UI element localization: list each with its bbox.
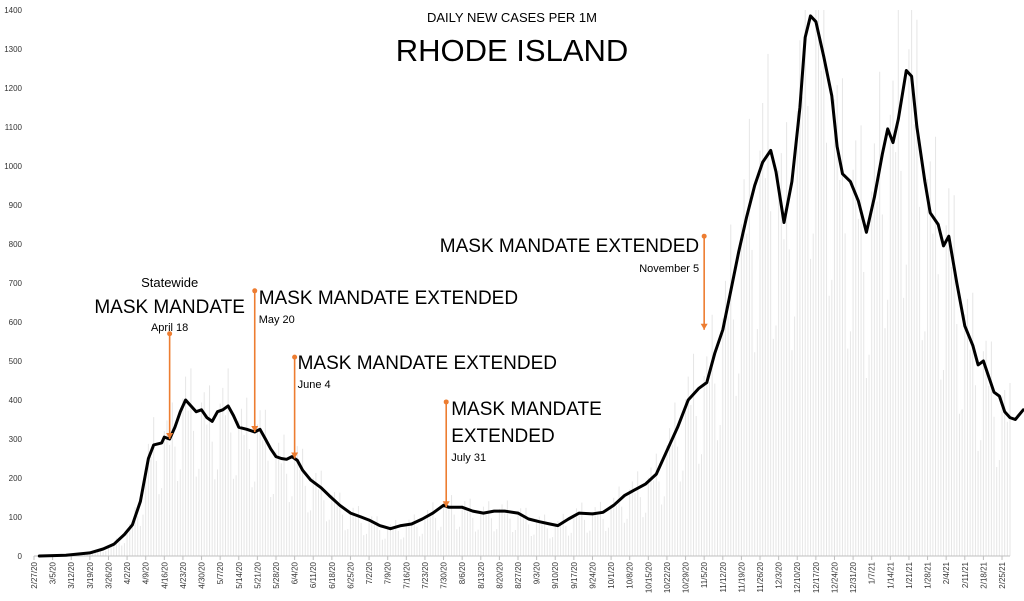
x-tick-label: 7/23/20: [421, 561, 430, 588]
x-tick-label: 6/25/20: [346, 561, 355, 588]
y-tick-label: 800: [9, 240, 23, 249]
x-tick-label: 11/26/20: [756, 561, 765, 592]
daily-bars-background: [41, 10, 1011, 556]
x-tick-label: 3/12/20: [67, 561, 76, 588]
annotation-dot: [252, 288, 258, 294]
x-axis: 2/27/20 3/5/20 3/12/20 3/19/20 3/26/20 4/2/20…: [30, 555, 1010, 593]
x-tick-label: 6/11/20: [309, 561, 318, 588]
x-tick-label: 7/30/20: [440, 561, 449, 588]
annotation-prefix: Statewide: [141, 275, 198, 290]
x-tick-label: 4/30/20: [198, 561, 207, 588]
x-tick-label: 6/18/20: [328, 561, 337, 588]
y-tick-label: 500: [9, 357, 23, 366]
x-tick-label: 2/4/21: [942, 561, 951, 584]
x-tick-label: 2/11/21: [961, 561, 970, 588]
cases-line: [37, 14, 1024, 558]
annotation-arrowhead: [251, 425, 259, 432]
x-tick-label: 3/19/20: [86, 561, 95, 588]
x-tick-label: 7/16/20: [402, 561, 411, 588]
x-tick-label: 2/18/21: [979, 561, 988, 588]
x-tick-label: 7/2/20: [365, 561, 374, 584]
x-tick-label: 12/17/20: [812, 561, 821, 593]
y-tick-label: 300: [9, 435, 23, 444]
series-line: [37, 14, 1024, 558]
annotation-arrowhead: [442, 501, 450, 508]
y-tick-label: 400: [9, 396, 23, 405]
x-tick-label: 10/15/20: [644, 561, 653, 593]
y-tick-label: 1100: [5, 123, 23, 132]
annotation-date: July 31: [451, 452, 486, 464]
annotation-date: April 18: [151, 322, 188, 334]
annotation-arrowhead: [166, 433, 174, 439]
y-tick-label: 900: [9, 201, 23, 210]
x-tick-label: 4/16/20: [160, 561, 169, 588]
x-tick-label: 5/28/20: [272, 561, 281, 588]
x-tick-label: 9/10/20: [551, 561, 560, 588]
y-tick-label: 1400: [4, 6, 22, 15]
x-tick-label: 11/19/20: [737, 561, 746, 592]
x-tick-label: 4/2/20: [123, 561, 132, 584]
x-tick-label: 3/26/20: [104, 561, 113, 588]
x-tick-label: 4/23/20: [179, 561, 188, 588]
annotation-arrowhead: [700, 323, 708, 330]
x-tick-label: 12/10/20: [793, 561, 802, 593]
annotation-dot: [701, 233, 707, 239]
x-tick-label: 10/29/20: [682, 561, 691, 593]
x-tick-label: 12/3/20: [775, 561, 784, 588]
x-tick-label: 2/27/20: [30, 561, 39, 588]
y-tick-label: 1200: [4, 84, 22, 93]
annotation-dot: [167, 331, 173, 337]
x-tick-label: 2/25/21: [998, 561, 1007, 588]
y-tick-label: 700: [9, 279, 23, 288]
y-tick-label: 0: [18, 552, 23, 561]
x-tick-label: 10/22/20: [663, 561, 672, 593]
annotation-date: June 4: [298, 379, 331, 391]
x-tick-label: 9/24/20: [588, 561, 597, 588]
x-tick-label: 12/24/20: [830, 561, 839, 593]
annotation-label: MASK MANDATE: [451, 399, 602, 420]
x-tick-label: 3/5/20: [49, 561, 58, 584]
y-tick-label: 1300: [4, 45, 22, 54]
annotations: Statewide MASK MANDATE April 18 MASK MANDAT…: [94, 233, 708, 508]
x-tick-label: 10/1/20: [607, 561, 616, 588]
x-tick-label: 8/27/20: [514, 561, 523, 588]
y-tick-label: 100: [9, 513, 23, 522]
x-tick-label: 1/7/21: [868, 561, 877, 584]
x-tick-label: 12/31/20: [849, 561, 858, 593]
x-tick-label: 11/5/20: [700, 561, 709, 588]
chart-title: RHODE ISLAND: [396, 33, 629, 68]
annotation-dot: [443, 399, 449, 405]
annotation-label: MASK MANDATE EXTENDED: [440, 236, 699, 257]
x-tick-label: 10/8/20: [626, 561, 635, 588]
chart-subtitle: DAILY NEW CASES PER 1M: [427, 10, 597, 25]
x-tick-label: 5/14/20: [235, 561, 244, 588]
x-tick-label: 5/7/20: [216, 561, 225, 584]
x-tick-label: 5/21/20: [253, 561, 262, 588]
x-tick-label: 9/17/20: [570, 561, 579, 588]
x-tick-label: 8/6/20: [458, 561, 467, 584]
x-tick-label: 1/21/21: [905, 561, 914, 588]
annotation-arrowhead: [291, 452, 299, 459]
annotation-label: MASK MANDATE: [94, 297, 245, 318]
x-tick-label: 1/14/21: [886, 561, 895, 588]
x-tick-label: 8/13/20: [477, 561, 486, 588]
x-tick-label: 8/20/20: [495, 561, 504, 588]
y-tick-label: 600: [9, 318, 23, 327]
annotation-label: EXTENDED: [451, 426, 554, 447]
x-tick-label: 7/9/20: [384, 561, 393, 584]
x-tick-label: 4/9/20: [142, 561, 151, 584]
x-tick-label: 6/4/20: [291, 561, 300, 584]
y-axis: 0 100 200 300 400 500 600 700 800 900 1000 1100 1200…: [4, 6, 22, 561]
y-tick-label: 200: [9, 474, 23, 483]
x-tick-label: 11/12/20: [719, 561, 728, 592]
annotation-date: November 5: [639, 263, 699, 275]
x-tick-label: 1/28/21: [924, 561, 933, 588]
x-tick-label: 9/3/20: [533, 561, 542, 584]
annotation-date: May 20: [259, 314, 295, 326]
annotation-dot: [292, 354, 298, 360]
annotation-label: MASK MANDATE EXTENDED: [298, 353, 557, 374]
annotation-label: MASK MANDATE EXTENDED: [259, 288, 518, 309]
y-tick-label: 1000: [4, 162, 22, 171]
